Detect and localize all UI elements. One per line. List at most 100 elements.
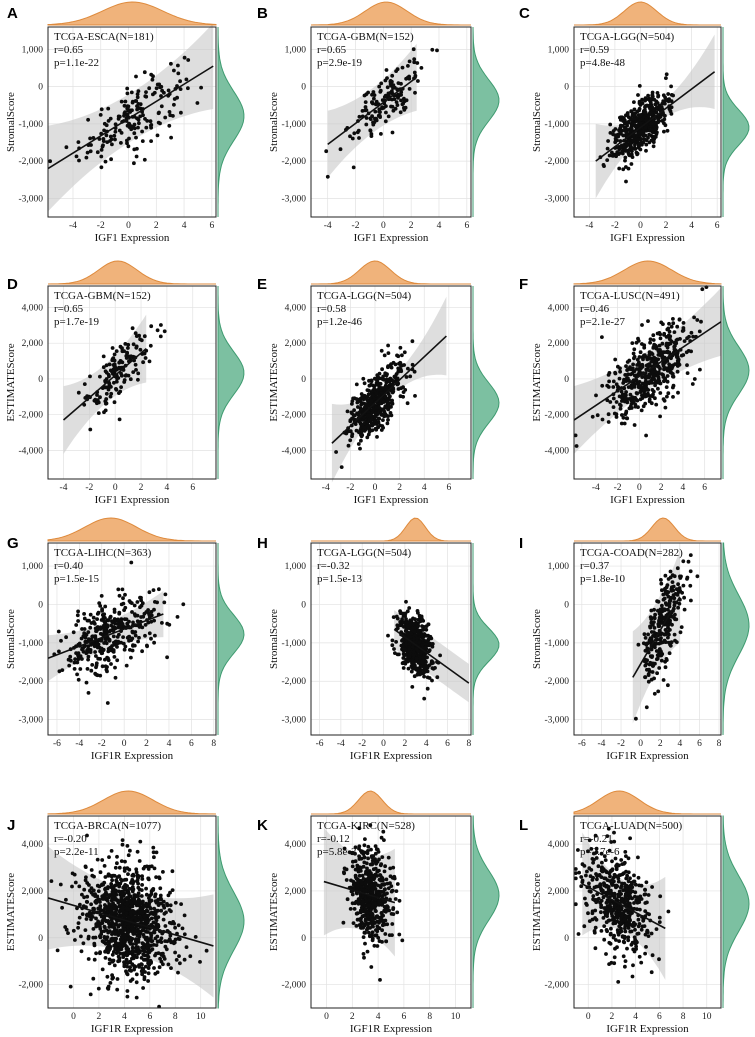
data-point (142, 157, 147, 162)
data-point (682, 339, 687, 343)
data-point (628, 404, 633, 409)
data-point (357, 873, 362, 878)
data-point (618, 145, 623, 150)
data-point (374, 116, 378, 121)
data-point (154, 875, 159, 879)
data-point (91, 935, 96, 940)
data-point (125, 844, 130, 848)
data-point (84, 875, 88, 880)
data-point (625, 123, 629, 128)
data-point (167, 110, 172, 114)
data-point (658, 351, 663, 356)
data-point (129, 655, 133, 660)
data-point (149, 961, 153, 965)
plot-frame (573, 542, 722, 736)
data-point (385, 421, 390, 426)
data-point (105, 701, 110, 705)
data-point (162, 329, 167, 334)
data-point (394, 614, 399, 619)
data-point (139, 920, 144, 925)
data-point (685, 363, 689, 367)
data-point (400, 65, 405, 70)
data-point (59, 638, 63, 643)
data-point (98, 950, 102, 955)
data-point (663, 665, 668, 670)
y-density-curve (217, 286, 245, 479)
y-tick-label: 1,000 (285, 45, 307, 55)
data-point (650, 670, 655, 674)
data-point (695, 318, 700, 322)
data-point (673, 344, 677, 348)
data-point (145, 953, 150, 958)
data-point (368, 823, 373, 828)
data-point (76, 921, 81, 925)
data-point (411, 47, 416, 52)
data-point (384, 377, 389, 382)
data-point (138, 839, 143, 844)
data-point (105, 669, 109, 674)
p-value: p=4.8e-48 (580, 57, 625, 69)
data-point (103, 385, 107, 390)
data-point (98, 374, 102, 379)
data-point (404, 375, 409, 379)
data-point (386, 886, 391, 891)
data-point (64, 897, 68, 902)
data-point (655, 657, 659, 662)
data-point (664, 657, 669, 661)
data-point (135, 849, 140, 854)
x-tick-label: -4 (60, 483, 68, 493)
data-point (362, 843, 367, 848)
data-point (104, 627, 109, 632)
data-point (651, 144, 656, 149)
data-point (73, 938, 77, 942)
plot-frame (310, 26, 472, 218)
data-point (424, 655, 428, 659)
data-point (109, 898, 114, 903)
data-point (130, 610, 134, 614)
data-point (126, 373, 131, 378)
y-tick-label: 4,000 (285, 303, 307, 313)
p-value: p=2.1e-27 (580, 316, 625, 328)
data-point (182, 55, 187, 60)
data-point (627, 397, 632, 401)
data-point (126, 346, 130, 350)
data-point (372, 943, 377, 948)
data-point (625, 111, 630, 115)
data-point (411, 649, 416, 654)
data-point (624, 416, 629, 421)
data-point (357, 136, 361, 140)
data-point (100, 609, 104, 613)
data-point (353, 845, 358, 850)
data-point (102, 929, 107, 933)
x-tick-label: 4 (437, 221, 442, 231)
data-point (671, 584, 676, 589)
data-point (57, 649, 61, 654)
data-point (671, 321, 676, 326)
x-tick-label: -6 (316, 739, 324, 749)
x-tick-label: 0 (638, 739, 643, 749)
data-point (149, 916, 154, 921)
x-density-curve (47, 260, 216, 285)
x-axis-label: IGF1 Expression (95, 494, 170, 506)
data-point (127, 634, 132, 639)
data-point (107, 648, 112, 653)
data-point (112, 133, 117, 138)
data-point (110, 878, 114, 883)
y-axis-label: ESTIMATEScore (5, 343, 17, 421)
data-point (199, 85, 204, 90)
regression-line (595, 71, 716, 162)
data-point (652, 630, 656, 634)
data-point (414, 620, 418, 625)
data-point (620, 128, 624, 133)
data-point (386, 343, 390, 348)
data-point (416, 617, 421, 622)
data-point (78, 654, 83, 659)
data-point (629, 125, 634, 130)
data-point (83, 928, 88, 932)
data-point (352, 417, 356, 422)
data-point (362, 850, 367, 855)
data-point (407, 647, 412, 651)
data-point (667, 602, 672, 606)
panel-G: G-6 -4 -2 0 2 4 6 8-3,000-2,000-1,00001,000IGF1… (5, 517, 245, 762)
data-point (392, 874, 397, 879)
